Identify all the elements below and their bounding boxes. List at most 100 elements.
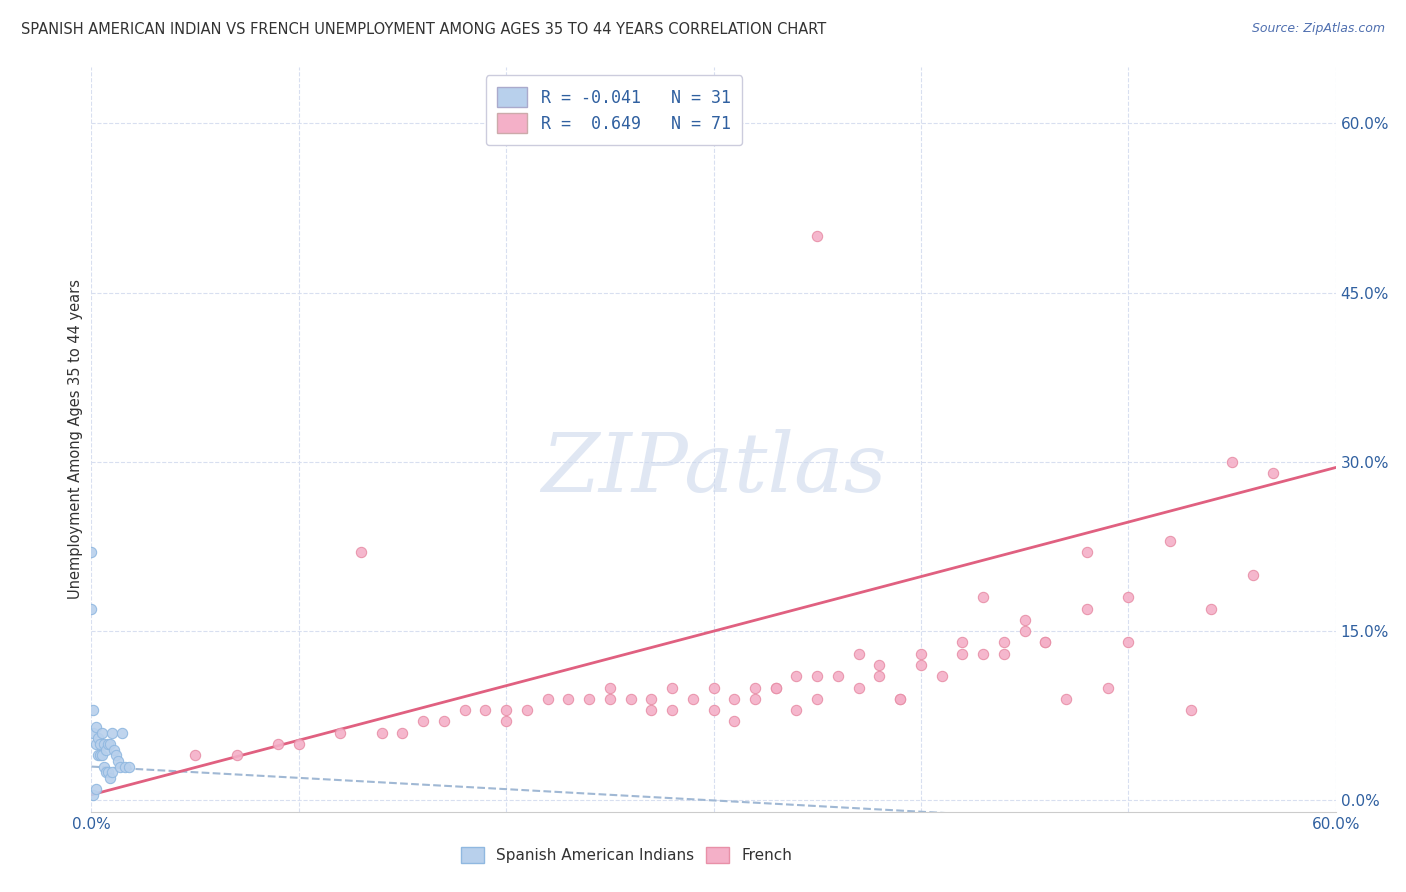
Point xyxy=(98,737,121,751)
Point xyxy=(516,703,538,717)
Point xyxy=(329,725,352,739)
Point xyxy=(1241,567,1264,582)
Point xyxy=(869,669,891,683)
Point xyxy=(1180,703,1202,717)
Point xyxy=(80,601,103,615)
Point xyxy=(806,229,828,244)
Point xyxy=(723,691,745,706)
Point xyxy=(105,748,128,763)
Point xyxy=(82,725,104,739)
Point xyxy=(599,691,621,706)
Point xyxy=(89,737,111,751)
Point xyxy=(640,703,662,717)
Point xyxy=(84,737,107,751)
Point xyxy=(90,725,112,739)
Point xyxy=(114,759,136,773)
Point xyxy=(86,748,108,763)
Point xyxy=(82,703,104,717)
Point xyxy=(765,681,787,695)
Point xyxy=(1076,601,1098,615)
Point xyxy=(82,788,104,802)
Point xyxy=(785,669,807,683)
Point xyxy=(619,691,641,706)
Point xyxy=(889,691,911,706)
Text: SPANISH AMERICAN INDIAN VS FRENCH UNEMPLOYMENT AMONG AGES 35 TO 44 YEARS CORRELA: SPANISH AMERICAN INDIAN VS FRENCH UNEMPL… xyxy=(21,22,827,37)
Point xyxy=(391,725,413,739)
Point xyxy=(806,669,828,683)
Point xyxy=(107,754,129,768)
Point xyxy=(993,635,1015,649)
Point xyxy=(94,765,117,780)
Point xyxy=(536,691,558,706)
Point xyxy=(433,714,456,729)
Point xyxy=(1118,591,1140,605)
Point xyxy=(744,691,766,706)
Point xyxy=(848,681,870,695)
Point xyxy=(110,759,132,773)
Point xyxy=(1159,533,1181,548)
Text: ZIPatlas: ZIPatlas xyxy=(541,429,886,509)
Point xyxy=(702,703,725,717)
Point xyxy=(1220,455,1243,469)
Point xyxy=(84,782,107,797)
Point xyxy=(1035,635,1057,649)
Point xyxy=(931,669,953,683)
Point xyxy=(495,714,517,729)
Point xyxy=(267,737,290,751)
Text: Source: ZipAtlas.com: Source: ZipAtlas.com xyxy=(1251,22,1385,36)
Point xyxy=(869,658,891,673)
Point xyxy=(1263,466,1285,480)
Point xyxy=(184,748,207,763)
Point xyxy=(661,681,683,695)
Point xyxy=(97,765,120,780)
Point xyxy=(723,714,745,729)
Point xyxy=(86,731,108,746)
Point xyxy=(785,703,807,717)
Point xyxy=(950,635,973,649)
Point xyxy=(599,681,621,695)
Point xyxy=(94,742,117,756)
Point xyxy=(702,681,725,695)
Point xyxy=(557,691,579,706)
Point xyxy=(474,703,496,717)
Point xyxy=(765,681,787,695)
Point xyxy=(889,691,911,706)
Legend: Spanish American Indians, French: Spanish American Indians, French xyxy=(453,839,800,871)
Point xyxy=(993,647,1015,661)
Point xyxy=(118,759,141,773)
Point xyxy=(744,681,766,695)
Point xyxy=(101,725,124,739)
Point xyxy=(89,748,111,763)
Point xyxy=(412,714,434,729)
Point xyxy=(910,647,932,661)
Point xyxy=(93,759,115,773)
Point xyxy=(1076,545,1098,559)
Point xyxy=(640,691,662,706)
Y-axis label: Unemployment Among Ages 35 to 44 years: Unemployment Among Ages 35 to 44 years xyxy=(67,279,83,599)
Point xyxy=(848,647,870,661)
Point xyxy=(578,691,600,706)
Point xyxy=(1054,691,1077,706)
Point xyxy=(950,647,973,661)
Point xyxy=(1097,681,1119,695)
Point xyxy=(371,725,394,739)
Point xyxy=(1201,601,1223,615)
Point xyxy=(90,748,112,763)
Point xyxy=(93,737,115,751)
Point xyxy=(806,691,828,706)
Point xyxy=(661,703,683,717)
Point xyxy=(682,691,704,706)
Point xyxy=(84,720,107,734)
Point xyxy=(80,545,103,559)
Point xyxy=(97,737,120,751)
Point xyxy=(495,703,517,717)
Point xyxy=(972,647,994,661)
Point xyxy=(103,742,125,756)
Point xyxy=(98,771,121,785)
Point xyxy=(972,591,994,605)
Point xyxy=(350,545,373,559)
Point xyxy=(1035,635,1057,649)
Point xyxy=(827,669,849,683)
Point xyxy=(225,748,247,763)
Point xyxy=(910,658,932,673)
